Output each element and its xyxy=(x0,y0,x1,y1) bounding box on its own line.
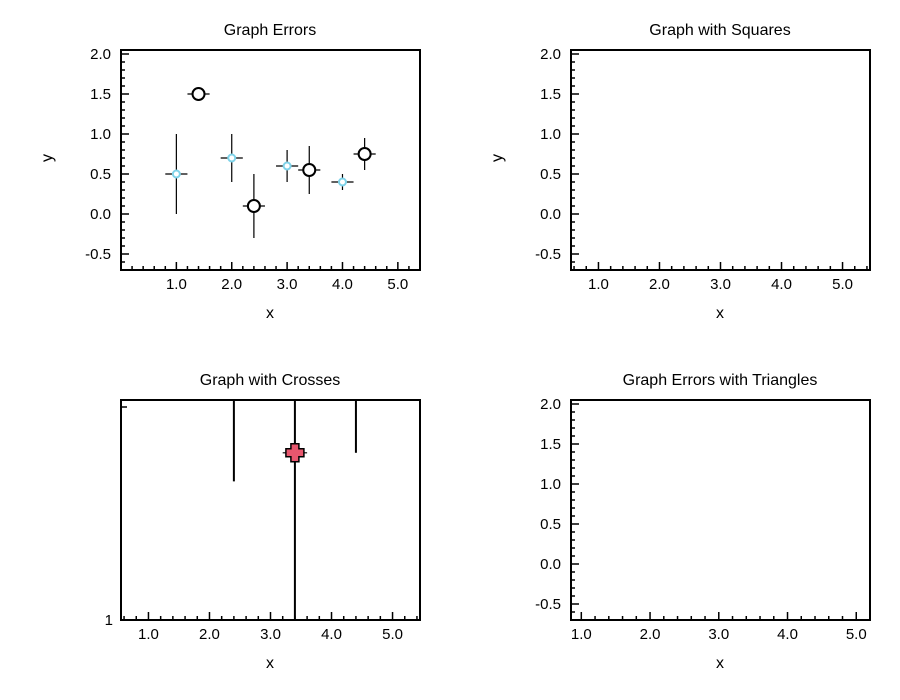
x-tick-label: 4.0 xyxy=(777,626,798,643)
y-tick-label: 0.0 xyxy=(90,206,111,223)
plot-area: 1.0 2.0 3.0 4.0 5.0 -0.5 0.0 0.5 1.0 1.5 2.0 xyxy=(535,396,871,643)
y-tick-label: -0.5 xyxy=(535,246,561,263)
x-tick-label: 5.0 xyxy=(832,276,853,293)
data-point xyxy=(171,169,181,179)
panel-graph-errors-with-triangles: Graph Errors with Triangles x 1.0 2.0 3.0 4… xyxy=(535,372,871,672)
panel-graph-with-crosses: Graph with Crosses x 1.0 2.0 3.0 4.0 5.0 1 xyxy=(105,372,421,672)
y-axis-label: y xyxy=(489,154,506,162)
x-tick-label: 3.0 xyxy=(710,276,731,293)
chart-title: Graph Errors xyxy=(224,22,316,39)
y-tick-label: 0.0 xyxy=(540,206,561,223)
chart-title: Graph with Crosses xyxy=(200,372,341,389)
data-point xyxy=(357,147,372,161)
x-tick-label: 5.0 xyxy=(387,276,408,293)
data-point xyxy=(282,161,292,171)
y-tick-label: 2.0 xyxy=(540,46,561,63)
x-tick-label: 5.0 xyxy=(382,626,403,643)
data-point xyxy=(191,87,206,101)
data-point xyxy=(227,153,237,163)
plot-area: 1.0 2.0 3.0 4.0 5.0 -0.5 0.0 0.5 1.0 1.5 2.0 xyxy=(85,46,421,293)
y-tick-label: 0.5 xyxy=(90,166,111,183)
y-tick-label: 1.0 xyxy=(540,476,561,493)
x-tick-label: 4.0 xyxy=(332,276,353,293)
y-tick-label: 1.5 xyxy=(540,86,561,103)
x-tick-label: 1.0 xyxy=(166,276,187,293)
x-tick-label: 2.0 xyxy=(640,626,661,643)
y-tick-label: 1.0 xyxy=(540,126,561,143)
plot-frame xyxy=(120,49,421,271)
plot-frame xyxy=(570,399,871,621)
y-tick-label: 0.0 xyxy=(540,556,561,573)
y-tick-label: 0.5 xyxy=(540,166,561,183)
y-tick-label: 1 xyxy=(105,612,113,629)
x-axis-label: x xyxy=(266,655,274,672)
y-tick-label: -0.5 xyxy=(85,246,111,263)
y-tick-label: 1.5 xyxy=(90,86,111,103)
y-axis-label: y xyxy=(39,154,56,162)
y-tick-label: 1.5 xyxy=(540,436,561,453)
x-tick-label: 1.0 xyxy=(138,626,159,643)
x-tick-label: 5.0 xyxy=(846,626,867,643)
y-tick-label: 1.0 xyxy=(90,126,111,143)
plot-frame xyxy=(570,49,871,271)
data-point xyxy=(337,177,347,187)
x-axis-label: x xyxy=(266,305,274,322)
x-tick-label: 1.0 xyxy=(571,626,592,643)
x-tick-label: 2.0 xyxy=(649,276,670,293)
x-axis-label: x xyxy=(716,655,724,672)
chart-title: Graph Errors with Triangles xyxy=(623,372,818,389)
x-axis-label: x xyxy=(716,305,724,322)
x-tick-label: 1.0 xyxy=(588,276,609,293)
data-point xyxy=(285,443,305,463)
panel-graph-with-squares: Graph with Squares x y 1.0 2.0 3.0 4.0 5.0 -0… xyxy=(489,22,871,322)
panel-graph-errors: Graph Errors x y 1.0 2.0 3.0 4.0 5.0 -0.5 0.0 0… xyxy=(39,22,421,322)
x-tick-label: 3.0 xyxy=(277,276,298,293)
x-tick-label: 2.0 xyxy=(199,626,220,643)
x-tick-label: 4.0 xyxy=(771,276,792,293)
data-point xyxy=(246,199,261,213)
data-point xyxy=(302,163,317,177)
plot-frame xyxy=(120,399,421,621)
x-tick-label: 2.0 xyxy=(221,276,242,293)
x-tick-label: 3.0 xyxy=(260,626,281,643)
x-tick-label: 4.0 xyxy=(321,626,342,643)
plot-area: 1.0 2.0 3.0 4.0 5.0 1 xyxy=(105,399,421,643)
y-tick-label: 0.5 xyxy=(540,516,561,533)
y-tick-label: 2.0 xyxy=(90,46,111,63)
y-tick-label: 2.0 xyxy=(540,396,561,413)
x-tick-label: 3.0 xyxy=(708,626,729,643)
plot-area: 1.0 2.0 3.0 4.0 5.0 -0.5 0.0 0.5 1.0 1.5 2.0 xyxy=(535,46,871,293)
chart-title: Graph with Squares xyxy=(649,22,790,39)
y-tick-label: -0.5 xyxy=(535,596,561,613)
